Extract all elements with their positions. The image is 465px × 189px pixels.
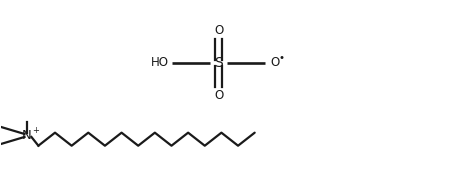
Text: O: O bbox=[271, 56, 279, 69]
Text: +: + bbox=[32, 126, 39, 135]
Text: •: • bbox=[279, 53, 285, 63]
Text: O: O bbox=[214, 89, 223, 102]
Text: HO: HO bbox=[151, 56, 168, 69]
Text: N: N bbox=[22, 129, 32, 142]
Text: O: O bbox=[214, 24, 223, 37]
Text: S: S bbox=[214, 56, 223, 70]
